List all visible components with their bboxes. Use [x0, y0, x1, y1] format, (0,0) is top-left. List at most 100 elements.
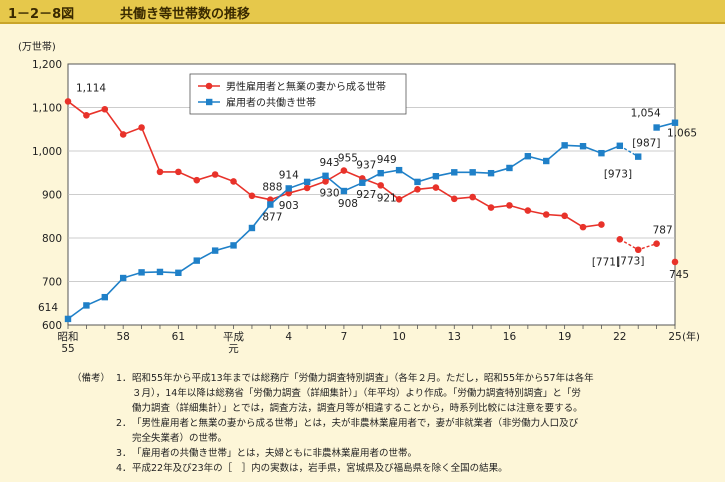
data-point-1 [543, 157, 550, 165]
data-label: 614 [38, 302, 58, 314]
x-tick-label: 16 [503, 331, 517, 343]
x-tick-label: 22 [613, 331, 626, 343]
data-point-1 [211, 247, 219, 254]
data-label: 787 [653, 225, 673, 237]
x-tick-label: 7 [341, 331, 348, 343]
data-point-1 [432, 173, 440, 180]
figure-number: 1－2－8図 [8, 7, 75, 22]
data-point-0 [211, 171, 219, 178]
data-point-1 [469, 169, 476, 176]
note-text: 完全失業者）の世帯。 [132, 433, 228, 444]
data-label: [973] [604, 169, 632, 181]
x-tick-label: 昭和 [58, 331, 79, 343]
data-label: 888 [262, 182, 282, 194]
data-point-0 [616, 236, 624, 243]
data-label: 745 [669, 269, 689, 281]
notes: （備考） 1． 昭和55年から平成13年までは総務庁「労働力調査特別調査」（各年２月… [72, 371, 712, 476]
x-tick-label-2: 元 [228, 343, 239, 355]
note-row: ３月），14年以降は総務省「労働力調査（詳細集計）」（年平均）より作成。「労働力… [72, 386, 712, 401]
data-label: 903 [279, 200, 299, 212]
data-point-0 [432, 184, 440, 191]
data-point-1 [285, 185, 292, 192]
data-point-0 [175, 168, 182, 176]
data-point-0 [542, 211, 550, 218]
x-tick-label: 13 [448, 331, 461, 343]
y-tick-label: 800 [42, 233, 62, 245]
y-tick-label: 900 [42, 190, 62, 202]
y-tick-label: 600 [42, 320, 62, 332]
y-tick-label: 700 [42, 277, 62, 289]
data-label: 937 [356, 159, 376, 171]
data-point-1 [359, 179, 366, 186]
data-point-0 [340, 167, 348, 174]
data-point-0 [230, 178, 237, 185]
data-point-1 [303, 178, 311, 186]
data-point-0 [193, 176, 201, 184]
data-point-0 [119, 131, 127, 138]
data-label: 955 [338, 153, 358, 165]
data-point-1 [671, 119, 679, 126]
data-point-1 [267, 201, 274, 208]
note-number: 1． [116, 373, 132, 384]
note-text: 「雇用者の共働き世帯」とは，夫婦ともに非農林業雇用者の世帯。 [132, 448, 418, 459]
data-point-0 [138, 124, 145, 131]
data-label: [771] [592, 257, 620, 269]
data-label: 921 [377, 192, 397, 204]
data-point-1 [156, 268, 164, 276]
data-point-0 [450, 195, 458, 203]
x-tick-label-2: 55 [61, 343, 74, 355]
data-point-1 [414, 178, 421, 186]
data-point-1 [119, 274, 127, 282]
data-point-0 [598, 221, 605, 228]
x-tick-label: 4 [285, 331, 292, 343]
data-point-1 [175, 269, 182, 276]
data-point-1 [653, 124, 660, 131]
data-label: [987] [632, 138, 660, 150]
data-point-1 [506, 164, 513, 172]
data-label: 1,114 [76, 82, 106, 94]
data-point-0 [303, 184, 311, 192]
data-point-0 [101, 105, 109, 113]
data-point-0 [634, 246, 642, 254]
note-row: 3． 「雇用者の共働き世帯」とは，夫婦ともに非農林業雇用者の世帯。 [72, 446, 712, 461]
x-tick-label: 25 [668, 331, 681, 343]
data-point-0 [561, 212, 568, 220]
data-point-0 [395, 195, 403, 203]
note-text: 「男性雇用者と無業の妻から成る世帯」とは，夫が非農林業雇用者で，妻が非就業者（非… [132, 418, 579, 429]
data-point-0 [64, 98, 72, 105]
data-label: 908 [338, 198, 358, 210]
data-point-0 [469, 193, 476, 201]
line-chart: 600 700 800 900 1,000 1,100 1,200 (万世帯) 昭和55 58 61… [18, 40, 700, 355]
y-tick-label: 1,200 [32, 59, 62, 71]
note-row: 4． 平成22年及び23年の［ ］内の実数は，岩手県，宮城県及び福島県を除く全国の… [72, 461, 712, 476]
legend-marker-1 [206, 98, 213, 106]
note-text: 昭和55年から平成13年までは総務庁「労働力調査特別調査」（各年２月。ただし，昭… [132, 373, 594, 384]
x-tick-label: 平成 [223, 331, 244, 343]
data-point-1 [83, 302, 90, 309]
data-point-0 [83, 112, 90, 119]
data-point-1 [598, 149, 605, 157]
note-text: 働力調査（詳細集計）」とでは，調査方法，調査月等が相違することから，時系列比較に… [132, 403, 583, 414]
note-number: 3． [116, 448, 132, 459]
note-row: 働力調査（詳細集計）」とでは，調査方法，調査月等が相違することから，時系列比較に… [72, 401, 712, 416]
data-point-0 [579, 223, 587, 231]
data-point-1 [248, 224, 256, 232]
data-point-1 [635, 153, 642, 160]
data-point-1 [230, 242, 237, 249]
x-tick-label: 58 [116, 331, 129, 343]
data-point-0 [487, 204, 495, 211]
notes-header: （備考） [72, 373, 111, 384]
data-point-0 [156, 168, 164, 176]
data-label: [773] [616, 256, 644, 268]
x-axis-unit: (年) [682, 330, 700, 343]
data-label: 1,065 [667, 128, 697, 140]
y-tick-label: 1,100 [32, 103, 62, 115]
data-point-1 [138, 269, 145, 276]
data-label: 1,054 [631, 108, 661, 120]
data-label: 943 [320, 157, 340, 169]
figure-title-bar: 1－2－8図 共働き等世帯数の推移 [0, 0, 725, 24]
data-point-1 [193, 257, 200, 264]
note-row: 2． 「男性雇用者と無業の妻から成る世帯」とは，夫が非農林業雇用者で，妻が非就業者… [72, 416, 712, 431]
data-point-0 [414, 185, 421, 193]
y-tick-label: 1,000 [32, 146, 62, 158]
